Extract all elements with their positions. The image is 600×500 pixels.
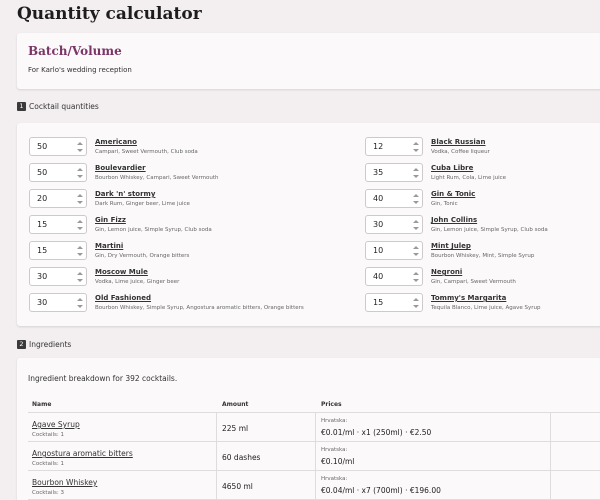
- spinner-icon[interactable]: [413, 272, 419, 282]
- cocktail-ingredients: Dark Rum, Ginger beer, Lime juice: [95, 201, 190, 207]
- cocktail-name-link[interactable]: Gin Fizz: [95, 216, 126, 224]
- cocktail-ingredients: Vodka, Coffee liqueur: [431, 149, 490, 155]
- price-value: €0.10/ml: [321, 457, 355, 466]
- spinner-icon[interactable]: [413, 298, 419, 308]
- spinner-icon[interactable]: [413, 142, 419, 152]
- cocktail-name-link[interactable]: Negroni: [431, 268, 463, 276]
- table-row: Angostura aromatic bitters Cocktails: 1 …: [28, 442, 600, 471]
- ingredient-name-link[interactable]: Angostura aromatic bitters: [32, 449, 133, 458]
- spinner-icon[interactable]: [413, 194, 419, 204]
- price-value: €0.04/ml · x7 (700ml) · €196.00: [321, 486, 441, 495]
- cocktail-quantities-card: 50 Americano Campari, Sweet Vermouth, Cl…: [17, 123, 600, 326]
- ingredient-cocktail-count: Cocktails: 1: [32, 461, 64, 467]
- quantity-stepper[interactable]: 15: [29, 215, 87, 234]
- ingredient-cocktail-count: Cocktails: 1: [32, 432, 64, 438]
- section-number-badge: 2: [17, 340, 26, 349]
- quantity-stepper[interactable]: 35: [365, 163, 423, 182]
- section-label: Ingredients: [29, 340, 72, 349]
- cocktail-ingredients: Gin, Tonic: [431, 201, 458, 207]
- cocktail-name-link[interactable]: John Collins: [431, 216, 478, 224]
- section-ingredients: 2 Ingredients: [17, 340, 71, 349]
- price-vendor: Hrvatska:: [321, 418, 348, 424]
- column-header-name: Name: [32, 401, 52, 408]
- cocktail-name-link[interactable]: Old Fashioned: [95, 294, 151, 302]
- batch-description: For Karlo's wedding reception: [28, 66, 132, 74]
- ingredients-summary: Ingredient breakdown for 392 cocktails.: [28, 374, 178, 383]
- ingredients-table-header: Name Amount Prices: [28, 395, 600, 413]
- quantity-stepper[interactable]: 30: [365, 215, 423, 234]
- table-row: Bourbon Whiskey Cocktails: 3 4650 ml Hrv…: [28, 471, 600, 500]
- ingredient-name-link[interactable]: Agave Syrup: [32, 420, 80, 429]
- cocktail-name-link[interactable]: Dark 'n' stormy: [95, 190, 156, 198]
- batch-title: Batch/Volume: [28, 44, 122, 58]
- quantity-stepper[interactable]: 20: [29, 189, 87, 208]
- cocktail-name-link[interactable]: Black Russian: [431, 138, 486, 146]
- section-number-badge: 1: [17, 102, 26, 111]
- quantity-stepper[interactable]: 40: [365, 189, 423, 208]
- ingredient-amount: 225 ml: [222, 424, 249, 433]
- cocktail-name-link[interactable]: Tommy's Margarita: [431, 294, 507, 302]
- cocktail-name-link[interactable]: Cuba Libre: [431, 164, 474, 172]
- column-header-amount: Amount: [222, 401, 249, 408]
- spinner-icon[interactable]: [77, 168, 83, 178]
- cocktail-name-link[interactable]: Moscow Mule: [95, 268, 148, 276]
- spinner-icon[interactable]: [77, 272, 83, 282]
- page-title: Quantity calculator: [17, 4, 202, 24]
- cocktail-name-link[interactable]: Boulevardier: [95, 164, 146, 172]
- spinner-icon[interactable]: [413, 168, 419, 178]
- cocktail-ingredients: Vodka, Lime juice, Ginger beer: [95, 279, 180, 285]
- quantity-stepper[interactable]: 30: [29, 267, 87, 286]
- cocktail-ingredients: Gin, Dry Vermouth, Orange bitters: [95, 253, 190, 259]
- ingredient-amount: 4650 ml: [222, 482, 253, 491]
- spinner-icon[interactable]: [77, 246, 83, 256]
- quantity-stepper[interactable]: 12: [365, 137, 423, 156]
- quantity-stepper[interactable]: 10: [365, 241, 423, 260]
- ingredient-amount: 60 dashes: [222, 453, 261, 462]
- price-value: €0.01/ml · x1 (250ml) · €2.50: [321, 428, 432, 437]
- cocktail-ingredients: Light Rum, Cola, Lime juice: [431, 175, 507, 181]
- cocktail-name-link[interactable]: Martini: [95, 242, 124, 250]
- spinner-icon[interactable]: [77, 194, 83, 204]
- spinner-icon[interactable]: [77, 142, 83, 152]
- cocktail-ingredients: Campari, Sweet Vermouth, Club soda: [95, 149, 198, 155]
- cocktail-ingredients: Gin, Lemon juice, Simple Syrup, Club sod…: [95, 227, 212, 233]
- section-cocktail-quantities: 1 Cocktail quantities: [17, 102, 99, 111]
- price-vendor: Hrvatska:: [321, 476, 348, 482]
- cocktail-ingredients: Tequila Blanco, Lime juice, Agave Syrup: [431, 305, 541, 311]
- cocktail-ingredients: Gin, Campari, Sweet Vermouth: [431, 279, 516, 285]
- section-label: Cocktail quantities: [29, 102, 99, 111]
- price-vendor: Hrvatska:: [321, 447, 348, 453]
- cocktail-ingredients: Bourbon Whiskey, Mint, Simple Syrup: [431, 253, 535, 259]
- spinner-icon[interactable]: [413, 220, 419, 230]
- ingredients-card: Ingredient breakdown for 392 cocktails. …: [17, 358, 600, 500]
- quantity-stepper[interactable]: 30: [29, 293, 87, 312]
- cocktail-ingredients: Bourbon Whiskey, Campari, Sweet Vermouth: [95, 175, 219, 181]
- quantity-stepper[interactable]: 40: [365, 267, 423, 286]
- quantity-stepper[interactable]: 15: [365, 293, 423, 312]
- cocktail-name-link[interactable]: Gin & Tonic: [431, 190, 476, 198]
- table-row: Agave Syrup Cocktails: 1 225 ml Hrvatska…: [28, 413, 600, 442]
- ingredient-name-link[interactable]: Bourbon Whiskey: [32, 478, 98, 487]
- cocktail-ingredients: Gin, Lemon juice, Simple Syrup, Club sod…: [431, 227, 548, 233]
- ingredient-cocktail-count: Cocktails: 3: [32, 490, 64, 496]
- cocktail-name-link[interactable]: Americano: [95, 138, 137, 146]
- spinner-icon[interactable]: [413, 246, 419, 256]
- spinner-icon[interactable]: [77, 298, 83, 308]
- quantity-stepper[interactable]: 50: [29, 137, 87, 156]
- cocktail-name-link[interactable]: Mint Julep: [431, 242, 471, 250]
- cocktail-ingredients: Bourbon Whiskey, Simple Syrup, Angostura…: [95, 305, 304, 311]
- batch-card: Batch/Volume For Karlo's wedding recepti…: [17, 33, 600, 89]
- quantity-stepper[interactable]: 15: [29, 241, 87, 260]
- quantity-stepper[interactable]: 50: [29, 163, 87, 182]
- spinner-icon[interactable]: [77, 220, 83, 230]
- column-header-prices: Prices: [321, 401, 342, 408]
